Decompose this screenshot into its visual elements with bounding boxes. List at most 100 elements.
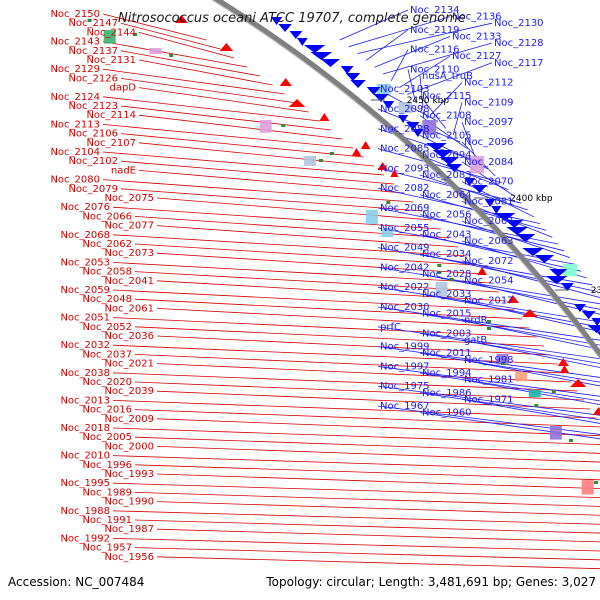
gene-label-forward: Noc_2051: [60, 313, 110, 324]
leader-line-reverse: [377, 346, 600, 378]
reverse-gene-arrow: [382, 101, 395, 109]
leader-line-forward: [102, 179, 414, 203]
leader-line-reverse: [377, 267, 600, 305]
gene-label-reverse: Noc_2117: [494, 58, 544, 69]
forward-gene-arrow: [390, 169, 399, 177]
gene-label-forward: Noc_2059: [60, 285, 110, 296]
gene-label-reverse: prfC: [380, 322, 401, 333]
feature-dot: [318, 159, 323, 162]
leader-line-reverse: [419, 154, 509, 190]
leader-line-forward: [156, 363, 572, 383]
leader-line-forward: [134, 519, 600, 534]
leader-line-forward: [102, 96, 321, 122]
leader-line-forward: [102, 13, 207, 41]
gene-label-forward: Noc_2052: [82, 322, 132, 333]
leader-line-reverse: [419, 412, 600, 440]
feature-dot: [281, 124, 286, 127]
leader-line-forward: [134, 547, 600, 561]
gene-label-reverse: Noc_2022: [380, 282, 430, 293]
gene-label-forward: Noc_2107: [86, 138, 136, 149]
gene-label-forward: Noc_2039: [104, 386, 154, 397]
leader-line-forward: [156, 308, 530, 329]
gene-label-reverse: Noc_2049: [380, 243, 430, 254]
forward-gene-arrow: [288, 99, 306, 107]
leader-line-reverse: [377, 366, 600, 397]
forward-gene-arrow: [557, 358, 569, 366]
gene-label-reverse: Noc_2003: [422, 328, 472, 339]
reverse-gene-arrow: [581, 311, 596, 319]
gene-label-forward: Noc_1996: [82, 460, 132, 471]
leader-line-reverse: [390, 49, 409, 81]
gene-label-reverse: Noc_2136: [452, 12, 502, 23]
gene-label-reverse: Noc_2134: [410, 5, 460, 16]
reverse-gene-arrow: [545, 276, 568, 284]
gene-label-forward: Noc_2131: [86, 55, 136, 66]
gene-label-forward: Noc_2041: [104, 276, 154, 287]
cog-block: [103, 30, 116, 44]
feature-dot: [437, 264, 442, 267]
gene-label-forward: Noc_1956: [104, 552, 154, 563]
leader-line-reverse: [377, 286, 600, 323]
gene-label-reverse: Noc_1981: [464, 375, 514, 386]
gene-label-reverse: Noc_2028: [422, 269, 472, 280]
leader-line-forward: [102, 124, 354, 149]
scale-tick-label: 2450 kbp: [407, 96, 450, 106]
gene-label-reverse: Noc_2093: [380, 163, 430, 174]
leader-line-forward: [112, 344, 558, 365]
leader-line-reverse: [461, 399, 600, 424]
topology-text: Topology: circular; Length: 3,481,691 bp…: [265, 575, 596, 589]
leader-line-forward: [112, 372, 578, 392]
gene-label-forward: Noc_2066: [82, 211, 132, 222]
leader-line-forward: [134, 381, 585, 401]
reverse-gene-arrow: [597, 332, 600, 336]
cog-block: [365, 210, 378, 225]
gene-label-reverse: Noc_2034: [422, 249, 472, 260]
reverse-gene-arrow: [491, 206, 502, 214]
gene-label-reverse: Noc_1967: [380, 401, 430, 412]
feature-dot: [132, 33, 137, 36]
gene-label-reverse: Noc_1986: [422, 388, 472, 399]
gene-label-forward: Noc_2075: [104, 193, 154, 204]
leader-line-forward: [120, 50, 261, 77]
gene-label-reverse: Noc_1994: [422, 368, 472, 379]
gene-label-reverse: Noc_2055: [380, 223, 430, 234]
forward-gene-arrow: [279, 78, 292, 86]
gene-label-reverse: Noc_2056: [422, 210, 472, 221]
gene-label-reverse: nrdR: [464, 315, 488, 326]
leader-line-reverse: [419, 174, 528, 211]
gene-label-forward: Noc_2143: [50, 37, 100, 48]
backbone-ring: [213, 0, 600, 359]
leader-line-forward: [138, 32, 235, 59]
reverse-gene-arrow: [432, 150, 454, 158]
leader-line-forward: [134, 243, 476, 266]
gene-label-reverse: Noc_1975: [380, 381, 430, 392]
leader-line-forward: [134, 464, 600, 481]
gene-label-forward: Noc_2077: [104, 221, 154, 232]
gene-label-forward: Noc_2048: [82, 294, 132, 305]
gene-label-reverse: Noc_1998: [464, 355, 514, 366]
forward-gene-arrow: [351, 148, 362, 156]
leader-line-forward: [156, 501, 600, 516]
gene-label-reverse: Noc_1997: [380, 361, 430, 372]
leader-line-reverse: [365, 29, 409, 61]
reverse-gene-arrow: [297, 38, 308, 46]
cog-block: [259, 120, 272, 133]
gene-label-reverse: Noc_2015: [422, 309, 472, 320]
gene-label-forward: Noc_1995: [60, 478, 110, 489]
leader-line-reverse: [419, 352, 600, 383]
gene-label-forward: Noc_2036: [104, 331, 154, 342]
leader-line-forward: [102, 41, 248, 68]
reverse-gene-arrow: [515, 234, 536, 242]
reverse-gene-arrow: [446, 164, 463, 172]
gene-label-forward: Noc_2062: [82, 239, 132, 250]
reverse-gene-arrow: [406, 122, 420, 130]
feature-dot: [487, 327, 492, 330]
leader-line-reverse: [377, 326, 600, 360]
leader-line-forward: [112, 317, 537, 338]
gene-label-forward: Noc_2038: [60, 368, 110, 379]
gene-label-reverse: Noc_2105: [422, 130, 472, 141]
gene-label-forward: Noc_2080: [50, 175, 100, 186]
gene-label-reverse: Noc_2011: [422, 348, 472, 359]
scale-tick-label: 2350 kbp: [591, 286, 600, 296]
